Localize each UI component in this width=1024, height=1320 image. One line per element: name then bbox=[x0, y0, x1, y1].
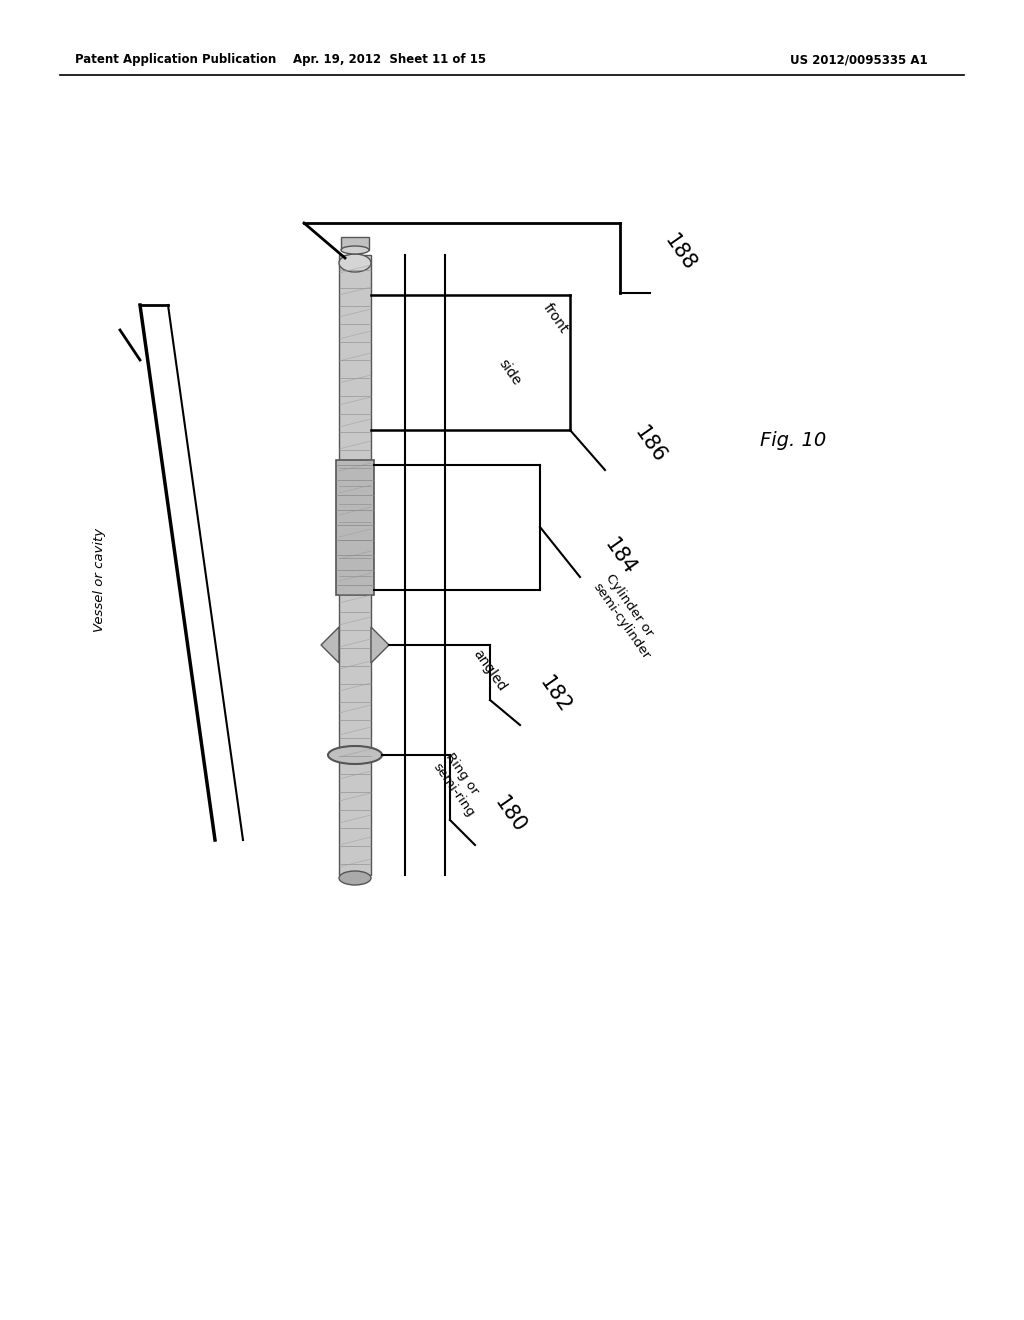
Text: 188: 188 bbox=[660, 231, 699, 275]
Polygon shape bbox=[321, 627, 339, 663]
Text: Apr. 19, 2012  Sheet 11 of 15: Apr. 19, 2012 Sheet 11 of 15 bbox=[294, 54, 486, 66]
Text: US 2012/0095335 A1: US 2012/0095335 A1 bbox=[790, 54, 928, 66]
Bar bbox=[341, 238, 369, 249]
Text: Vessel or cavity: Vessel or cavity bbox=[93, 528, 106, 632]
Text: Fig. 10: Fig. 10 bbox=[760, 430, 826, 450]
Text: angled: angled bbox=[470, 647, 509, 693]
Text: 180: 180 bbox=[490, 793, 529, 837]
Text: Patent Application Publication: Patent Application Publication bbox=[75, 54, 276, 66]
Text: Ring or
semi-ring: Ring or semi-ring bbox=[430, 751, 489, 818]
Text: front: front bbox=[540, 301, 570, 335]
Text: Cylinder or
semi-cylinder: Cylinder or semi-cylinder bbox=[590, 572, 666, 663]
Bar bbox=[336, 459, 374, 595]
Ellipse shape bbox=[339, 871, 371, 884]
Text: side: side bbox=[497, 356, 524, 388]
Bar bbox=[339, 255, 371, 875]
Polygon shape bbox=[371, 627, 389, 663]
Ellipse shape bbox=[339, 253, 371, 272]
Text: 186: 186 bbox=[630, 422, 669, 467]
Text: 182: 182 bbox=[535, 673, 574, 717]
Ellipse shape bbox=[341, 246, 369, 253]
Text: 184: 184 bbox=[600, 535, 639, 579]
Ellipse shape bbox=[328, 746, 382, 764]
